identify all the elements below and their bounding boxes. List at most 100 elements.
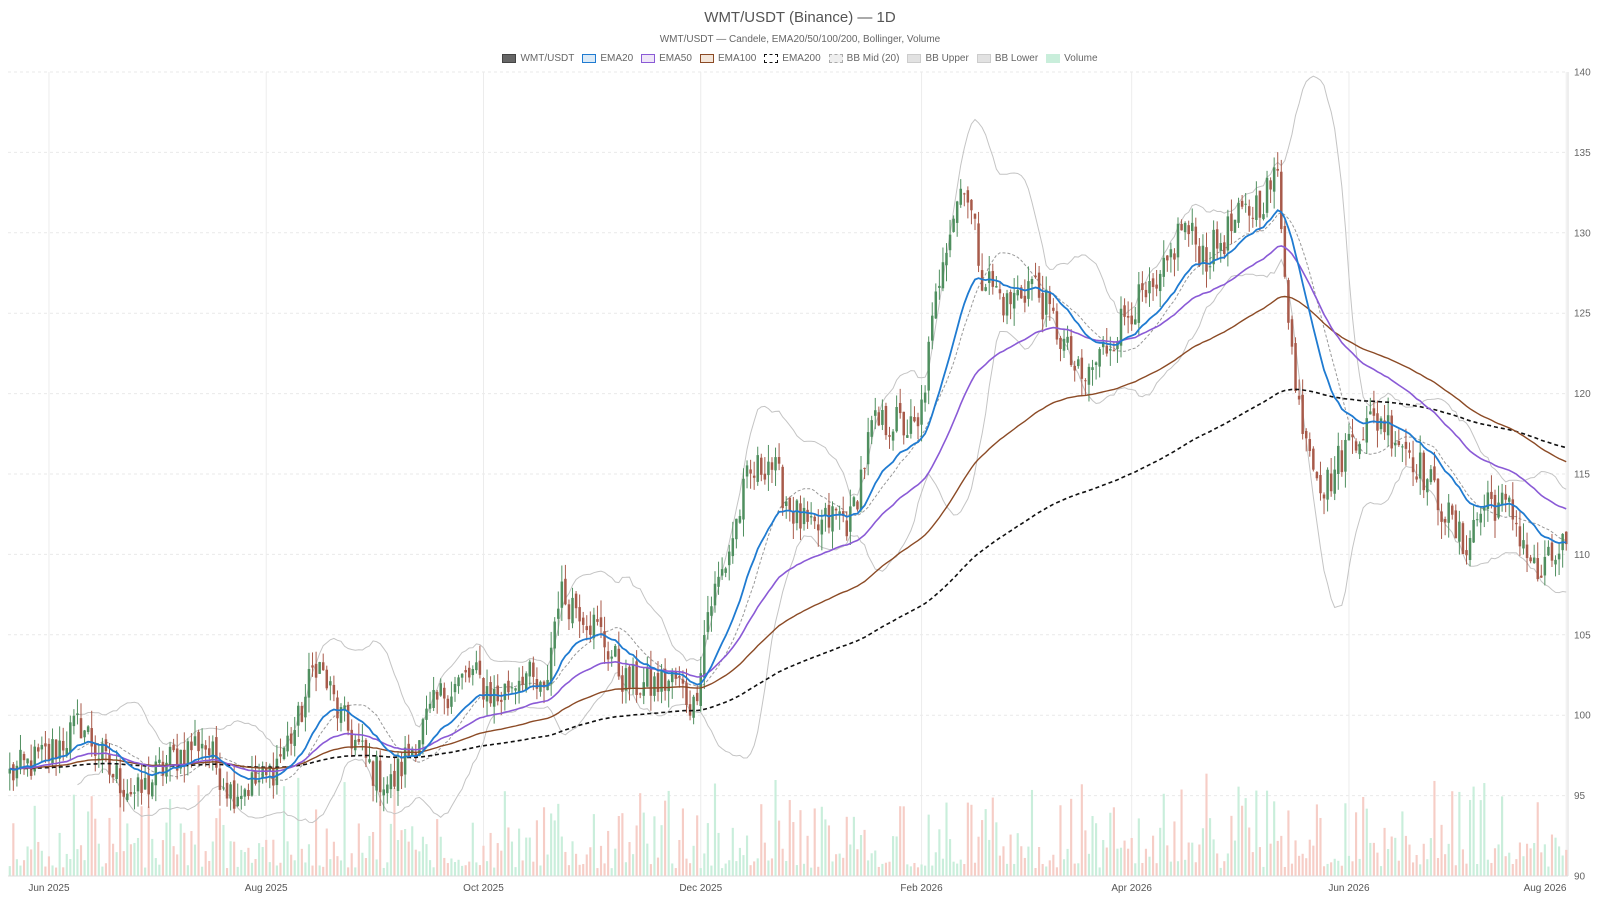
candle-body bbox=[1087, 366, 1091, 385]
volume-bar bbox=[1294, 840, 1297, 876]
legend-label: EMA100 bbox=[717, 53, 757, 64]
candle-body bbox=[852, 497, 856, 507]
volume-bar bbox=[1429, 838, 1432, 876]
volume-bar bbox=[1468, 799, 1472, 876]
volume-bar bbox=[1194, 862, 1197, 876]
volume-bar bbox=[535, 820, 538, 876]
candle-body bbox=[1162, 257, 1165, 277]
volume-bar bbox=[528, 837, 531, 876]
candle-body bbox=[866, 432, 870, 465]
volume-bar bbox=[1258, 847, 1261, 876]
volume-bar bbox=[656, 857, 660, 876]
volume-bar bbox=[564, 851, 567, 876]
volume-bar bbox=[1223, 861, 1226, 876]
volume-bar bbox=[336, 856, 339, 876]
volume-bar bbox=[268, 862, 271, 876]
ema50-line bbox=[9, 245, 1567, 773]
volume-bar bbox=[1205, 773, 1208, 876]
candle-body bbox=[553, 621, 556, 649]
legend-item-7[interactable]: BB Lower bbox=[976, 53, 1038, 64]
candle-body bbox=[1059, 337, 1062, 350]
candle-body bbox=[856, 501, 859, 510]
volume-bar bbox=[1255, 790, 1258, 876]
candle-body bbox=[361, 740, 364, 742]
legend-item-5[interactable]: BB Mid (20) bbox=[828, 53, 899, 64]
candle-body bbox=[706, 612, 710, 632]
candle-body bbox=[453, 683, 457, 693]
legend-item-8[interactable]: Volume bbox=[1046, 53, 1098, 64]
volume-bar bbox=[1476, 864, 1479, 876]
volume-bar bbox=[770, 858, 774, 876]
volume-bar bbox=[457, 859, 460, 876]
volume-bar bbox=[1543, 844, 1546, 876]
candle-body bbox=[300, 705, 304, 722]
candle-body bbox=[1522, 540, 1525, 549]
volume-bar bbox=[1112, 807, 1115, 876]
volume-bar bbox=[1166, 845, 1169, 876]
y-tick-label: 135 bbox=[1574, 148, 1591, 159]
legend-swatch bbox=[764, 54, 779, 63]
volume-bar bbox=[97, 843, 100, 876]
volume-bar bbox=[646, 843, 649, 876]
candle-body bbox=[229, 784, 232, 799]
volume-bar bbox=[1066, 848, 1069, 876]
volume-bar bbox=[717, 832, 720, 876]
candle-body bbox=[1443, 519, 1447, 523]
candle-body bbox=[984, 287, 987, 291]
legend-swatch bbox=[641, 54, 656, 63]
candle-body bbox=[1475, 519, 1479, 521]
y-tick-label: 100 bbox=[1574, 711, 1591, 722]
candle-body bbox=[535, 679, 539, 689]
legend-item-4[interactable]: EMA200 bbox=[764, 53, 821, 64]
candle-body bbox=[1365, 418, 1369, 443]
volume-bar bbox=[1262, 866, 1265, 876]
legend-item-0[interactable]: WMT/USDT bbox=[502, 53, 574, 64]
volume-bar bbox=[977, 836, 980, 876]
candle-body bbox=[1244, 203, 1247, 205]
volume-bar bbox=[845, 816, 848, 876]
candle-body bbox=[1062, 338, 1066, 351]
candle-body bbox=[8, 768, 12, 774]
x-tick-label: Aug 2026 bbox=[1524, 883, 1567, 894]
candle-body bbox=[101, 743, 104, 760]
volume-bar bbox=[307, 844, 311, 876]
legend-item-3[interactable]: EMA100 bbox=[699, 53, 757, 64]
candle-body bbox=[1493, 494, 1497, 521]
candle-body bbox=[1454, 510, 1458, 539]
candle-body bbox=[1080, 357, 1084, 379]
candle-body bbox=[183, 749, 186, 767]
candle-body bbox=[1233, 219, 1237, 233]
candle-body bbox=[742, 478, 745, 520]
volume-bar bbox=[1176, 861, 1180, 876]
candle-body bbox=[621, 675, 624, 692]
candle-body bbox=[1458, 521, 1461, 542]
volume-bar bbox=[1536, 802, 1539, 876]
candle-body bbox=[767, 461, 770, 476]
legend-item-1[interactable]: EMA20 bbox=[582, 53, 633, 64]
candle-body bbox=[439, 683, 442, 696]
volume-bar bbox=[432, 867, 435, 876]
volume-bar bbox=[913, 862, 916, 876]
candle-body bbox=[1262, 214, 1265, 220]
volume-bar bbox=[817, 866, 820, 876]
candle-body bbox=[874, 410, 877, 416]
volume-bar bbox=[852, 816, 855, 876]
candle-body bbox=[421, 719, 425, 745]
volume-bar bbox=[290, 854, 293, 876]
legend-item-2[interactable]: EMA50 bbox=[641, 53, 692, 64]
volume-bar bbox=[1226, 853, 1229, 876]
candle-body bbox=[215, 737, 218, 768]
candle-body bbox=[717, 576, 720, 587]
candle-body bbox=[1041, 293, 1044, 320]
volume-bar bbox=[1547, 866, 1550, 876]
volume-bar bbox=[1045, 866, 1048, 876]
legend-item-6[interactable]: BB Upper bbox=[907, 53, 969, 64]
volume-bar bbox=[90, 796, 93, 876]
volume-bar bbox=[532, 861, 535, 876]
x-tick-label: Oct 2025 bbox=[463, 883, 504, 894]
volume-bar bbox=[318, 865, 321, 876]
candle-body bbox=[1397, 441, 1401, 446]
candle-body bbox=[118, 768, 122, 794]
volume-bar bbox=[639, 793, 642, 876]
candle-body bbox=[1169, 249, 1173, 258]
